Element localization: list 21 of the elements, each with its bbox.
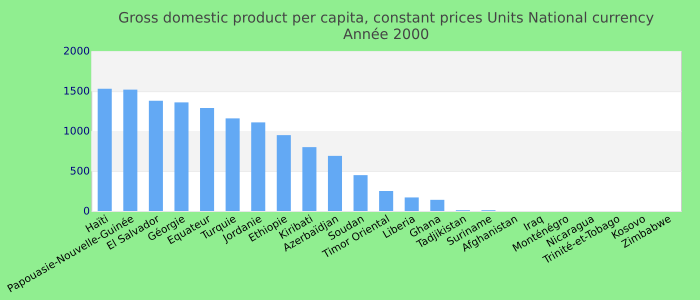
- bar: [404, 197, 419, 212]
- bar: [302, 147, 316, 212]
- bar: [251, 122, 266, 212]
- bar: [354, 175, 368, 212]
- bar: [148, 100, 163, 212]
- bar: [174, 102, 189, 212]
- bar: [379, 191, 394, 212]
- y-tick-label: 0: [83, 205, 90, 218]
- bar: [276, 135, 291, 212]
- text: Gross domestic product per capita, constant prices Units National currency: [118, 10, 654, 27]
- bar: [328, 156, 342, 212]
- bar: [98, 88, 112, 212]
- bar: [123, 90, 138, 212]
- y-tick-label: 1000: [63, 125, 90, 138]
- y-tick-label: 500: [70, 165, 90, 178]
- y-tick-label: 1500: [63, 86, 90, 98]
- y-tick-label: 2000: [63, 46, 90, 58]
- bar: [200, 108, 214, 212]
- bar: [226, 118, 240, 212]
- bar: [430, 200, 444, 212]
- text: Année 2000: [343, 26, 430, 43]
